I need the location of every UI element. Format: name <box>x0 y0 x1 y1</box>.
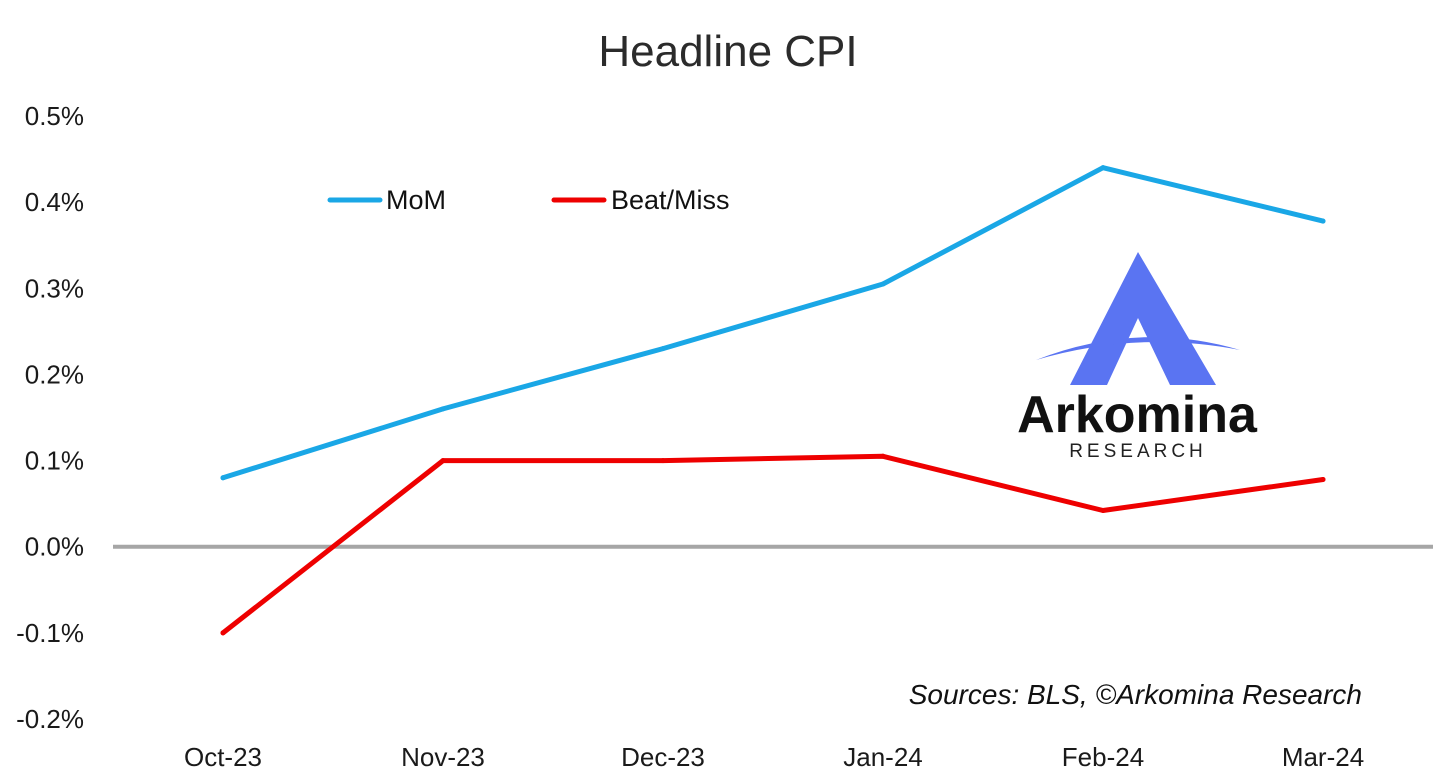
y-axis-ticks: -0.2% -0.1% 0.0% 0.1% 0.2% 0.3% 0.4% 0.5% <box>16 101 84 734</box>
data-point <box>660 346 666 352</box>
data-point <box>1100 165 1106 171</box>
source-note: Sources: BLS, ©Arkomina Research <box>909 679 1362 710</box>
x-axis-ticks: Oct-23 Nov-23 Dec-23 Jan-24 Feb-24 Mar-24 <box>184 742 1364 772</box>
y-tick-label: -0.2% <box>16 704 84 734</box>
x-tick-label: Feb-24 <box>1062 742 1144 772</box>
data-point <box>1320 477 1326 483</box>
y-tick-label: 0.0% <box>25 532 84 562</box>
series-line-mom <box>220 165 1326 481</box>
y-tick-label: 0.3% <box>25 273 84 303</box>
x-tick-label: Oct-23 <box>184 742 262 772</box>
legend-label-beat-miss: Beat/Miss <box>611 185 730 215</box>
data-point <box>1320 218 1326 224</box>
data-point <box>440 458 446 464</box>
series-line-beat-miss <box>220 453 1326 636</box>
logo-a-shape <box>1070 252 1216 385</box>
logo-name: Arkomina <box>1017 386 1258 444</box>
y-tick-label: 0.2% <box>25 359 84 389</box>
y-tick-label: 0.5% <box>25 101 84 131</box>
y-tick-label: 0.4% <box>25 187 84 217</box>
x-tick-label: Nov-23 <box>401 742 485 772</box>
data-point <box>880 281 886 287</box>
data-point <box>220 475 226 481</box>
data-point <box>220 630 226 636</box>
data-point <box>1100 508 1106 514</box>
arkomina-logo-mark <box>1036 252 1240 385</box>
logo-arc <box>1036 337 1240 360</box>
x-tick-label: Jan-24 <box>843 742 923 772</box>
legend: MoM Beat/Miss <box>327 185 730 215</box>
chart-title: Headline CPI <box>598 27 857 76</box>
legend-item-beat-miss: Beat/Miss <box>551 185 730 215</box>
x-tick-label: Mar-24 <box>1282 742 1364 772</box>
data-point <box>660 458 666 464</box>
y-tick-label: -0.1% <box>16 618 84 648</box>
data-point <box>880 453 886 459</box>
series-layer <box>220 165 1326 636</box>
legend-label-mom: MoM <box>386 185 446 215</box>
logo-subtitle: RESEARCH <box>1069 441 1207 462</box>
arkomina-logo: Arkomina RESEARCH <box>1017 252 1258 462</box>
legend-item-mom: MoM <box>327 185 446 215</box>
x-tick-label: Dec-23 <box>621 742 705 772</box>
y-tick-label: 0.1% <box>25 446 84 476</box>
data-point <box>440 406 446 412</box>
